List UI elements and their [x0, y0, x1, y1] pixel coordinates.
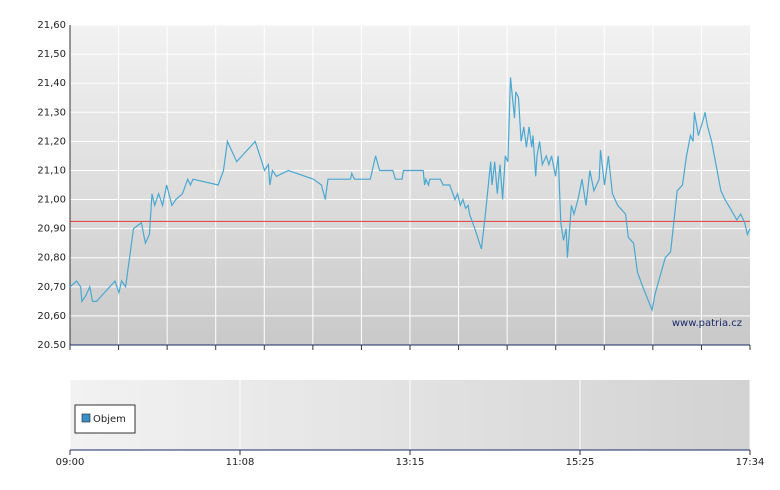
y-tick-label: 20,70: [37, 282, 66, 293]
x-tick-label: 13:15: [396, 457, 425, 468]
price-line: [69, 77, 751, 313]
y-tick-label: 20,60: [37, 311, 66, 322]
watermark: www.patria.cz: [672, 318, 742, 329]
legend: Objem: [74, 404, 136, 434]
y-tick-label: 20,80: [37, 253, 66, 264]
x-tick-label: 15:25: [566, 457, 595, 468]
y-tick-label: 21,60: [37, 20, 66, 31]
legend-swatch: [81, 413, 91, 423]
y-tick-label: 21,10: [37, 165, 66, 176]
y-tick-label: 21,30: [37, 107, 66, 118]
x-tick-label: 11:08: [226, 457, 255, 468]
y-tick-label: 21,50: [37, 49, 66, 60]
y-tick-label: 20,90: [37, 224, 66, 235]
x-tick-label: 17:34: [736, 457, 765, 468]
y-tick-label: 20.50: [37, 340, 66, 351]
legend-label: Objem: [93, 414, 126, 425]
y-tick-label: 21,00: [37, 195, 66, 206]
y-tick-label: 21,20: [37, 136, 66, 147]
x-tick-label: 09:00: [56, 457, 85, 468]
y-tick-label: 21,40: [37, 78, 66, 89]
